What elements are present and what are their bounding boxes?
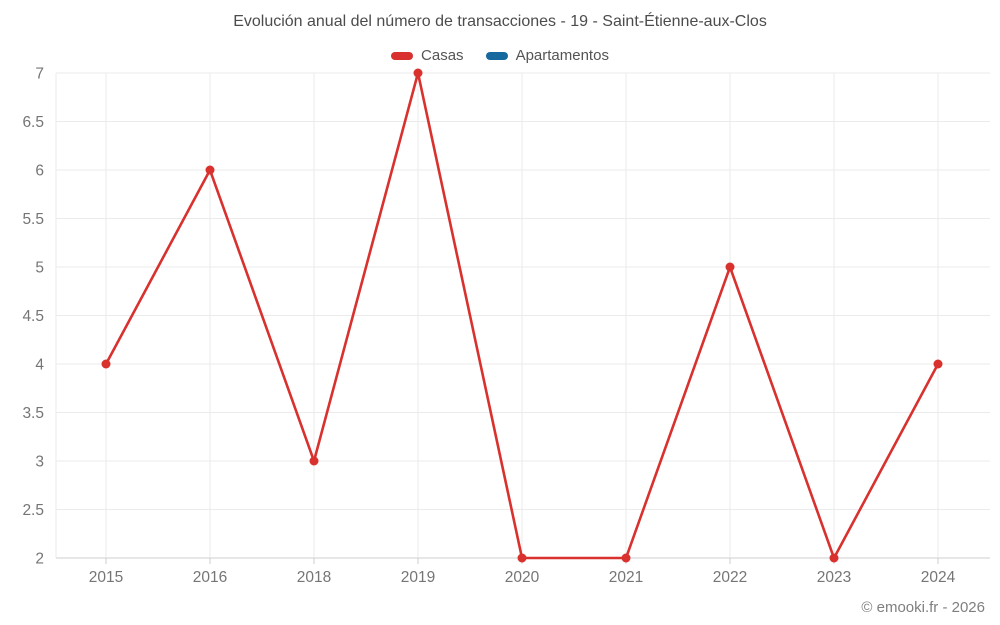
data-point-casas-2015[interactable] (101, 359, 111, 369)
y-axis-label: 3.5 (22, 405, 44, 422)
legend-swatch-casas (391, 51, 414, 60)
x-axis-label: 2024 (921, 569, 956, 586)
x-axis-label: 2016 (193, 569, 227, 586)
x-axis-label: 2015 (89, 569, 123, 586)
data-point-casas-2024[interactable] (933, 359, 943, 369)
y-axis-label: 7 (35, 66, 44, 83)
legend-item-apartamentos[interactable]: Apartamentos (485, 47, 609, 64)
data-point-casas-2020[interactable] (517, 553, 527, 563)
x-axis-label: 2020 (505, 569, 540, 586)
legend-item-casas[interactable]: Casas (391, 47, 464, 64)
y-axis-label: 6.5 (22, 114, 44, 131)
y-axis-label: 5 (35, 260, 44, 277)
x-axis-label: 2019 (401, 569, 435, 586)
data-point-casas-2022[interactable] (725, 262, 735, 272)
y-axis-label: 2 (35, 551, 44, 568)
data-point-casas-2019[interactable] (413, 68, 423, 78)
data-point-casas-2021[interactable] (621, 553, 631, 563)
y-axis-label: 5.5 (22, 211, 44, 228)
legend-label-apartamentos: Apartamentos (515, 47, 609, 64)
y-axis-label: 3 (35, 454, 44, 471)
legend-label-casas: Casas (421, 47, 464, 64)
legend: Casas Apartamentos (0, 47, 1000, 64)
x-axis-label: 2021 (609, 569, 643, 586)
y-axis-label: 2.5 (22, 502, 44, 519)
x-axis-label: 2018 (297, 569, 331, 586)
y-axis-label: 4.5 (22, 308, 44, 325)
y-axis-label: 6 (35, 163, 44, 180)
copyright-text: © emooki.fr - 2026 (861, 599, 985, 616)
data-point-casas-2023[interactable] (829, 553, 839, 563)
data-point-casas-2018[interactable] (309, 456, 319, 466)
x-axis-label: 2023 (817, 569, 851, 586)
y-axis-label: 4 (35, 357, 44, 374)
data-point-casas-2016[interactable] (205, 165, 215, 175)
chart-title: Evolución anual del número de transaccio… (233, 13, 767, 30)
legend-swatch-apartamentos (485, 51, 508, 60)
x-axis-label: 2022 (713, 569, 747, 586)
